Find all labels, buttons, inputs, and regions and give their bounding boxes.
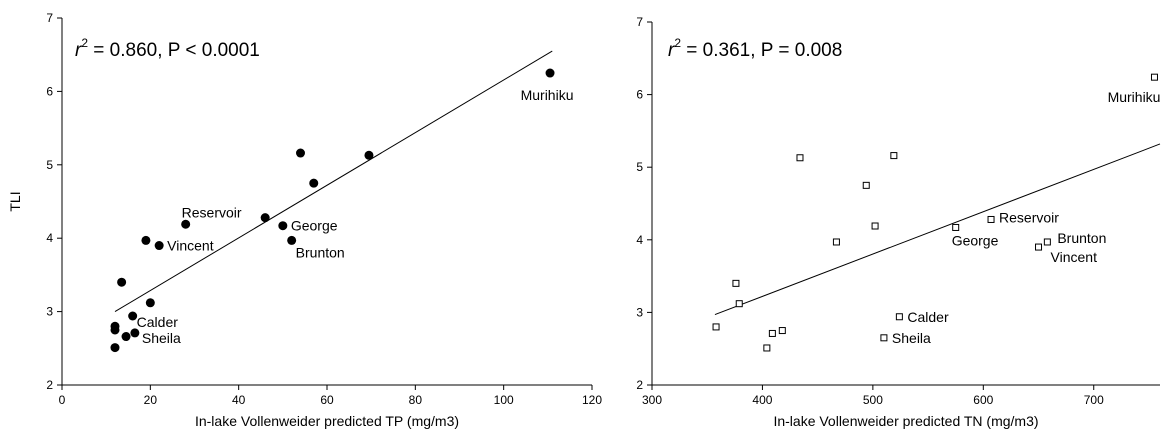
point [260,213,270,223]
x-tick-label: 400 [752,393,772,407]
point [278,221,288,231]
x-tick-label: 300 [642,393,662,407]
x-tick-label: 40 [232,393,246,407]
point [1043,238,1051,246]
x-tick-label: 0 [59,393,66,407]
point [364,150,374,160]
stat-rest: = 0.361, P = 0.008 [681,40,842,61]
point [145,298,155,308]
x-axis-label: In-lake Vollenweider predicted TN (mg/m3… [773,413,1038,429]
y-tick-label: 5 [46,158,53,172]
x-axis-label: In-lake Vollenweider predicted TP (mg/m3… [195,413,459,429]
point-label: Reservoir [999,209,1059,225]
x-tick-label: 80 [409,393,423,407]
point-label: Vincent [1051,249,1098,265]
point [309,178,319,188]
stat-rest: = 0.860, P < 0.0001 [88,40,260,61]
x-tick-label: 20 [144,393,158,407]
stat-label: r2 = 0.860, P < 0.0001 [75,36,260,61]
y-tick-label: 5 [636,160,643,174]
point [880,334,888,342]
point-label: Calder [907,309,949,325]
y-tick-label: 3 [636,305,643,319]
point-label: George [291,218,338,234]
point [296,148,305,158]
point-label: Murihiku [521,87,574,103]
point [181,219,191,229]
y-tick-label: 4 [46,231,53,245]
point-label: Sheila [142,330,181,346]
y-tick-label: 4 [636,233,643,247]
point [832,238,840,246]
x-tick-label: 60 [320,393,334,407]
y-tick-label: 6 [46,84,53,98]
point [110,343,120,353]
point [1150,73,1158,81]
point-label: Calder [137,314,179,330]
point-label: Reservoir [182,204,242,220]
y-tick-label: 3 [46,305,53,319]
point [763,344,771,352]
y-tick-label: 2 [46,378,53,392]
y-tick-label: 7 [636,15,643,29]
stat-label: r2 = 0.361, P = 0.008 [668,36,842,61]
point [117,277,127,287]
y-tick-label: 7 [46,11,53,25]
x-tick-label: 700 [1084,393,1104,407]
point [1035,243,1043,251]
x-tick-label: 600 [973,393,993,407]
stat-sup: 2 [81,36,88,50]
point [778,327,786,335]
point [128,311,138,321]
point [130,328,140,338]
point [287,235,297,245]
point [735,300,743,308]
point [987,215,995,223]
point [154,241,164,251]
y-axis-label: TLI [7,191,23,211]
x-tick-label: 120 [582,393,602,407]
fit-line [714,143,1161,316]
y-tick-label: 6 [636,88,643,102]
stat-r: r [668,40,675,61]
point-label: George [952,232,999,248]
point [121,332,131,342]
point [768,329,776,337]
x-tick-label: 500 [863,393,883,407]
point [862,181,870,189]
point [545,68,555,78]
point-label: Brunton [296,244,345,260]
point [890,152,898,160]
point-label: Vincent [167,238,214,254]
point [796,154,804,162]
stat-sup: 2 [674,36,681,50]
point [141,235,151,245]
stat-r: r [75,40,82,61]
x-tick-label: 100 [494,393,514,407]
point [110,325,120,335]
y-tick-label: 2 [636,378,643,392]
point-label: Brunton [1057,230,1106,246]
point [871,222,879,230]
point [732,279,740,287]
point [952,223,960,231]
point [712,323,720,331]
point-label: Murihiku [1108,89,1161,105]
fit-line [114,50,553,313]
point-label: Sheila [892,330,931,346]
point [895,313,903,321]
